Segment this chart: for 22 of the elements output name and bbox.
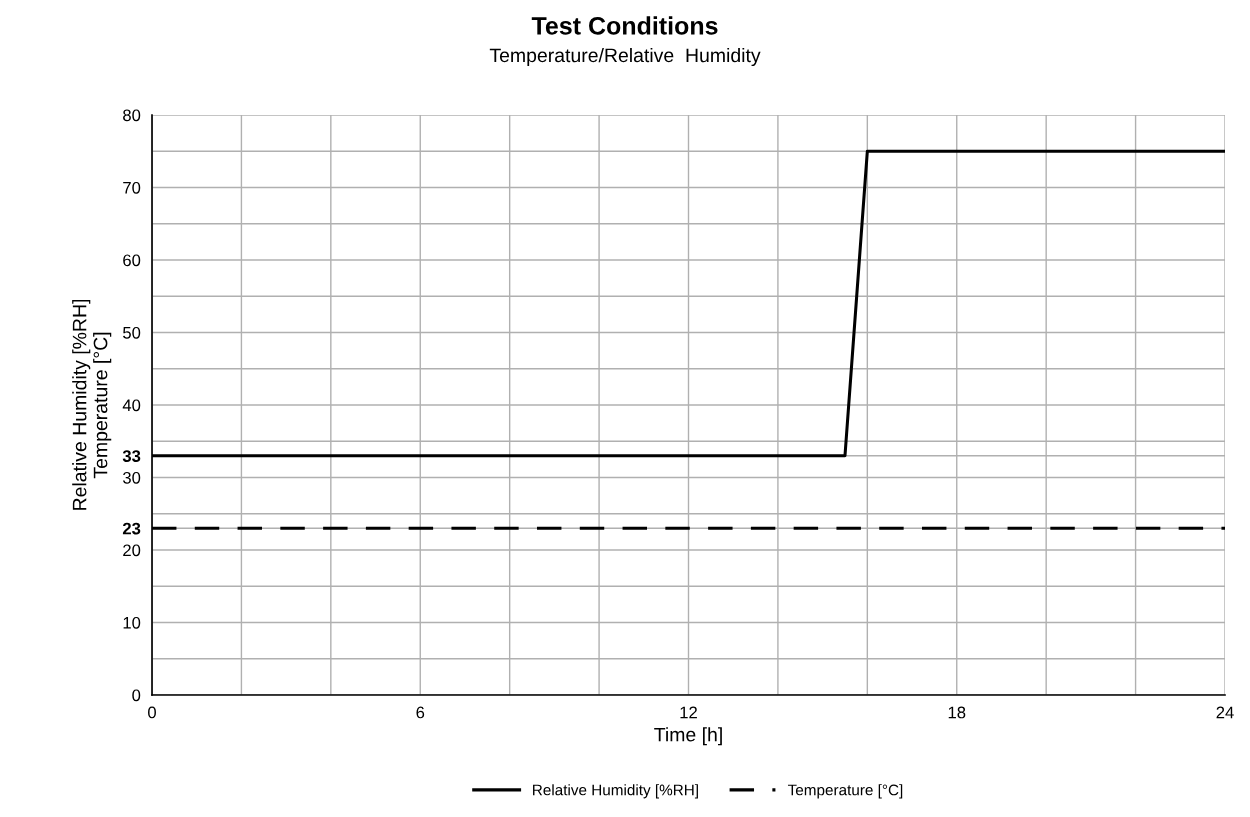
y-tick-label: 30 bbox=[122, 471, 141, 484]
y-tick-label: 60 bbox=[123, 254, 141, 267]
legend-label: Relative Humidity [%RH] bbox=[533, 784, 698, 799]
y-tick-label: 40 bbox=[122, 399, 141, 412]
y-tick-label: 0 bbox=[132, 689, 141, 702]
chart-subtitle: Temperature/Relative Humidity bbox=[489, 47, 761, 67]
y-tick-label: 70 bbox=[123, 181, 141, 194]
x-tick-label: 0 bbox=[148, 706, 156, 719]
y-tick-label: 33 bbox=[122, 450, 141, 462]
x-tick-label: 12 bbox=[680, 706, 697, 719]
x-axis-title: Time [h] bbox=[654, 727, 722, 746]
chart-title: Test Conditions bbox=[531, 16, 718, 35]
legend-label: Temperature [°C] bbox=[787, 784, 903, 799]
y-tick-label: 20 bbox=[123, 544, 141, 557]
x-tick-label: 6 bbox=[416, 706, 425, 719]
y-axis-title: Relative Humidity [%RH] Temperature [°C] bbox=[72, 299, 112, 510]
y-tick-label: 50 bbox=[123, 326, 141, 339]
y-tick-label: 10 bbox=[123, 616, 141, 629]
y-tick-label: 80 bbox=[123, 109, 141, 122]
y-tick-label: 23 bbox=[122, 522, 141, 535]
x-tick-label: 24 bbox=[1216, 706, 1234, 719]
x-tick-label: 18 bbox=[948, 706, 966, 719]
